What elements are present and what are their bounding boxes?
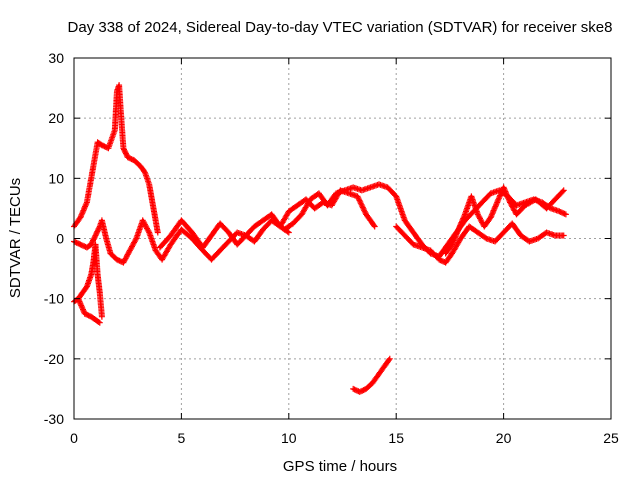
data-point <box>370 222 377 229</box>
x-axis-label: GPS time / hours <box>283 458 397 475</box>
x-tick-label: 10 <box>281 430 297 446</box>
series-track-5 <box>156 187 378 251</box>
y-tick-label: 0 <box>56 231 64 247</box>
data-point <box>385 357 392 363</box>
x-tick-label: 0 <box>70 430 78 446</box>
series-track-1 <box>71 82 161 236</box>
y-tick-label: -10 <box>44 291 64 307</box>
axis-ticks: 0 5 10 15 20 25 -30 -20 -10 0 10 20 30 <box>44 50 619 446</box>
series-track-8 <box>442 184 567 257</box>
x-tick-label: 25 <box>603 430 619 446</box>
data-point <box>361 208 368 215</box>
series-track-7 <box>393 220 567 266</box>
x-tick-label: 20 <box>496 430 512 446</box>
y-tick-label: 30 <box>48 50 64 66</box>
x-tick-label: 5 <box>178 430 186 446</box>
y-tick-label: -30 <box>44 411 64 427</box>
x-tick-label: 15 <box>388 430 404 446</box>
data-points <box>71 82 569 395</box>
data-point <box>371 223 378 230</box>
series-track-2 <box>71 217 292 266</box>
y-tick-label: 20 <box>48 110 64 126</box>
data-point <box>98 313 105 320</box>
y-axis-label: SDTVAR / TECUs <box>7 178 24 298</box>
data-point <box>509 203 516 210</box>
data-point <box>386 355 393 362</box>
y-tick-label: -20 <box>44 351 64 367</box>
data-point <box>95 319 102 325</box>
grid <box>74 58 611 419</box>
data-point <box>562 211 569 218</box>
data-point <box>79 210 86 217</box>
data-point <box>560 187 567 194</box>
data-point <box>96 319 103 326</box>
data-point <box>154 229 161 236</box>
data-point <box>559 188 566 195</box>
chart-title: Day 338 of 2024, Sidereal Day-to-day VTE… <box>68 19 613 36</box>
data-point <box>560 232 567 239</box>
series-track-3 <box>71 241 105 320</box>
y-tick-label: 10 <box>48 170 64 186</box>
data-point <box>82 202 89 209</box>
series-track-9 <box>350 355 393 395</box>
data-point <box>285 229 292 236</box>
data-point <box>132 236 139 243</box>
